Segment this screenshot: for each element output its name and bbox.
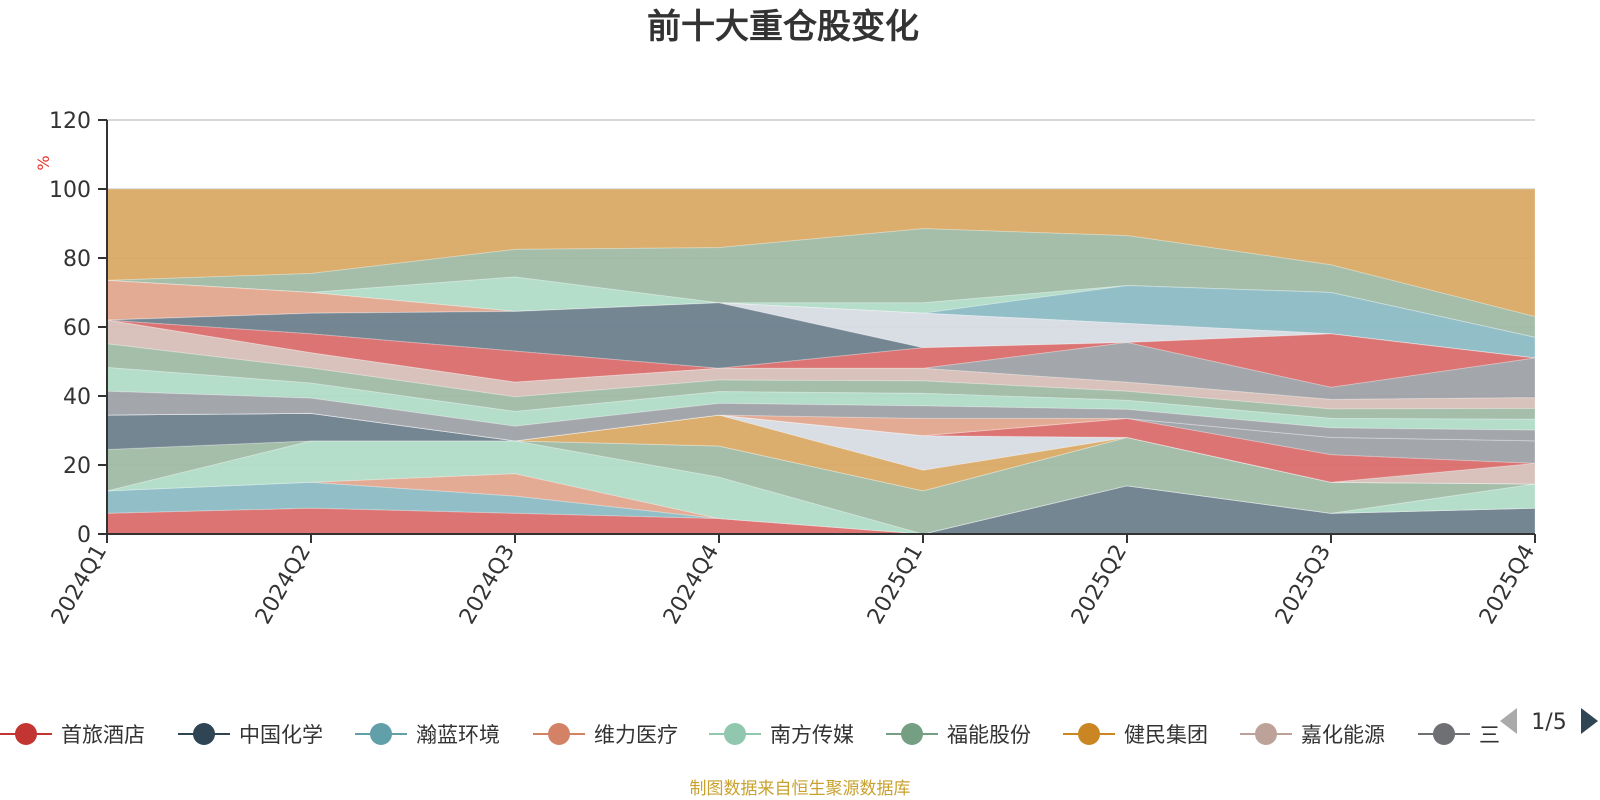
legend-marker-icon	[1078, 723, 1100, 745]
x-tick-label: 2024Q4	[659, 541, 724, 629]
plot-areas	[106, 188, 1536, 535]
x-tick-label: 2024Q2	[251, 541, 316, 629]
area-mid-0	[106, 319, 1536, 410]
legend-item[interactable]: 维力医疗	[533, 723, 678, 747]
legend-marker-icon	[15, 723, 37, 745]
legend-label: 嘉化能源	[1301, 723, 1385, 747]
legend-marker-icon	[901, 723, 923, 745]
chart-title: 前十大重仓股变化	[647, 7, 919, 47]
y-tick-label: 80	[63, 247, 91, 272]
legend-label: 三	[1479, 723, 1500, 747]
legend-marker-icon	[724, 723, 746, 745]
x-tick-label: 2025Q3	[1271, 541, 1336, 629]
legend-label: 福能股份	[947, 723, 1031, 747]
legend-item[interactable]: 瀚蓝环境	[355, 723, 500, 747]
area-mid-3	[106, 390, 1536, 442]
legend-marker-icon	[1433, 723, 1455, 745]
x-tick-label: 2024Q1	[47, 541, 112, 629]
legend-label: 维力医疗	[594, 723, 678, 747]
y-tick-label: 0	[77, 523, 91, 548]
legend-marker-icon	[1255, 723, 1277, 745]
y-tick-label: 120	[49, 109, 91, 134]
legend-marker-icon	[548, 723, 570, 745]
legend-item[interactable]: 南方传媒	[709, 723, 854, 747]
legend-item[interactable]: 健民集团	[1063, 723, 1208, 747]
legend-label: 健民集团	[1124, 723, 1208, 747]
legend-item[interactable]: 首旅酒店	[0, 723, 145, 747]
legend-item[interactable]: 嘉化能源	[1240, 723, 1385, 747]
y-tick-label: 100	[49, 178, 91, 203]
legend-label: 南方传媒	[770, 723, 854, 747]
legend-label: 中国化学	[239, 723, 323, 747]
legend: 首旅酒店 中国化学 瀚蓝环境 维力医疗 南方传媒 福能股份 健民集团 嘉化能源 三	[0, 723, 1500, 747]
x-tick-label: 2025Q1	[863, 541, 928, 629]
legend-marker-icon	[370, 723, 392, 745]
legend-prev-icon[interactable]	[1500, 708, 1517, 734]
y-axis-unit: %	[34, 155, 53, 170]
source-note: 制图数据来自恒生聚源数据库	[690, 779, 911, 799]
y-tick-label: 40	[63, 385, 91, 410]
x-tick-label: 2025Q4	[1475, 541, 1540, 629]
legend-pager: 1/5	[1500, 708, 1598, 735]
legend-label: 首旅酒店	[61, 723, 145, 747]
legend-item[interactable]: 三	[1418, 723, 1500, 747]
legend-marker-icon	[193, 723, 215, 745]
legend-next-icon[interactable]	[1581, 708, 1598, 734]
legend-item[interactable]: 中国化学	[178, 723, 323, 747]
x-tick-label: 2024Q3	[455, 541, 520, 629]
y-tick-label: 20	[63, 454, 91, 479]
legend-page-indicator: 1/5	[1531, 710, 1566, 735]
legend-item[interactable]: 福能股份	[886, 723, 1031, 747]
area-band-8	[106, 319, 1536, 400]
x-tick-label: 2025Q2	[1067, 541, 1132, 629]
legend-label: 瀚蓝环境	[416, 723, 500, 747]
y-tick-label: 60	[63, 316, 91, 341]
